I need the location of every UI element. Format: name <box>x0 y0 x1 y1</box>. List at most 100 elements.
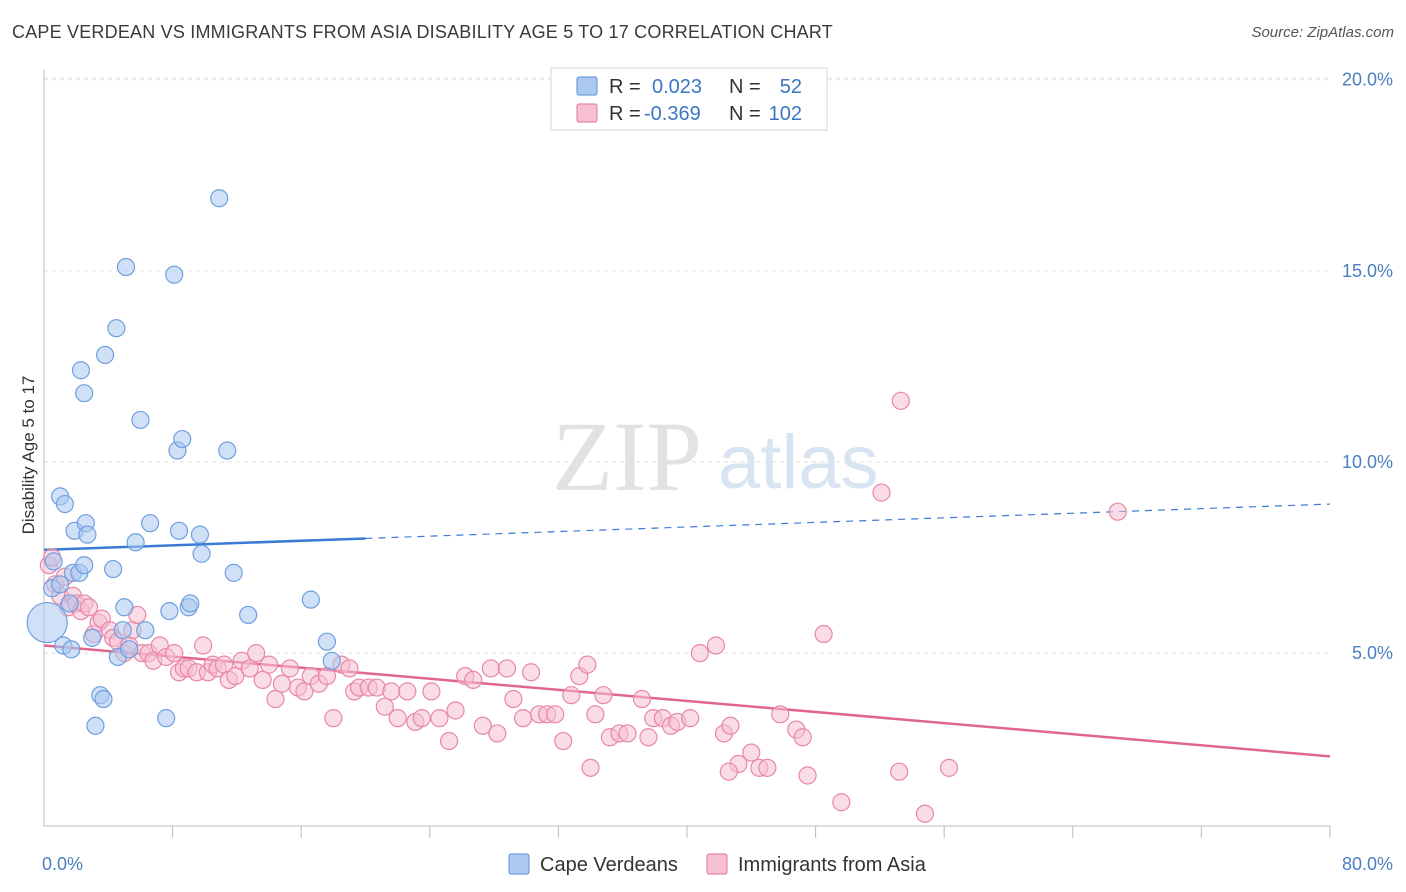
point-immigrants-from-asia <box>513 709 533 728</box>
point-immigrants-from-asia <box>340 659 359 678</box>
y-tick-label: 20.0% <box>1342 70 1393 90</box>
y-axis-label: Disability Age 5 to 17 <box>19 376 38 535</box>
point-cape-verdeans <box>86 716 105 735</box>
watermark: ZIP atlas <box>552 401 879 512</box>
point-cape-verdeans <box>75 556 94 575</box>
point-immigrants-from-asia <box>798 766 817 785</box>
x-tick-label-max: 80.0% <box>1342 854 1393 874</box>
point-immigrants-from-asia <box>890 762 909 781</box>
point-immigrants-from-asia <box>272 674 292 693</box>
point-immigrants-from-asia <box>872 483 891 502</box>
point-cape-verdeans <box>60 594 79 613</box>
point-immigrants-from-asia <box>771 705 790 724</box>
point-cape-verdeans <box>181 594 200 613</box>
watermark-zip: ZIP <box>552 401 702 512</box>
point-immigrants-from-asia <box>240 659 259 678</box>
point-immigrants-from-asia <box>280 659 300 678</box>
source-label: Source: ZipAtlas.com <box>1251 24 1394 41</box>
x-tick-labels: 0.0% 80.0% <box>42 854 1393 874</box>
series-legend-swatch-immigrants-from-asia <box>706 853 728 875</box>
point-immigrants-from-asia <box>721 716 740 735</box>
series-legend-label-cape-verdeans: Cape Verdeans <box>540 854 678 876</box>
point-cape-verdeans <box>190 525 210 544</box>
series-legend-swatch-cape-verdeans <box>508 853 530 875</box>
point-immigrants-from-asia <box>939 758 959 777</box>
correlation-legend: R = 0.023 N = 52 R = -0.369 N = 102 <box>550 67 828 131</box>
point-cape-verdeans <box>165 265 184 284</box>
point-immigrants-from-asia <box>317 666 337 686</box>
point-immigrants-from-asia <box>581 758 600 777</box>
point-immigrants-from-asia <box>832 793 851 812</box>
point-immigrants-from-asia <box>594 686 613 705</box>
point-immigrants-from-asia <box>546 705 565 724</box>
legend-n-value-2: 102 <box>769 103 802 125</box>
point-immigrants-from-asia <box>295 682 314 701</box>
point-immigrants-from-asia <box>422 682 441 701</box>
point-cape-verdeans <box>50 575 70 594</box>
point-cape-verdeans <box>95 345 115 365</box>
trend-line-cape-verdeans <box>43 537 366 552</box>
point-cape-verdeans <box>317 632 337 651</box>
point-cape-verdeans <box>55 494 74 514</box>
point-immigrants-from-asia <box>375 697 394 716</box>
point-cape-verdeans <box>44 552 63 571</box>
point-cape-verdeans <box>140 514 160 533</box>
point-cape-verdeans <box>301 590 320 609</box>
series-legend-label-immigrants-from-asia: Immigrants from Asia <box>738 854 927 876</box>
point-cape-verdeans <box>75 384 94 403</box>
legend-n-label-1: N = <box>729 76 761 98</box>
point-immigrants-from-asia <box>719 762 738 781</box>
legend-r-label-1: R = <box>609 76 641 98</box>
point-immigrants-from-asia <box>398 682 417 701</box>
y-tick-label: 15.0% <box>1342 261 1393 281</box>
point-immigrants-from-asia <box>639 728 658 747</box>
point-immigrants-from-asia <box>915 804 935 823</box>
point-immigrants-from-asia <box>562 686 581 705</box>
point-cape-verdeans <box>104 559 123 579</box>
point-immigrants-from-asia <box>891 391 910 410</box>
point-cape-verdeans <box>173 429 192 449</box>
y-tick-labels: 5.0% 10.0% 15.0% 20.0% <box>1342 70 1393 663</box>
point-cape-verdeans <box>62 640 81 659</box>
legend-n-label-2: N = <box>729 103 761 125</box>
point-cape-verdeans <box>160 601 179 621</box>
point-cape-verdeans <box>218 441 237 460</box>
point-immigrants-from-asia <box>324 709 343 728</box>
point-immigrants-from-asia <box>504 689 523 709</box>
point-immigrants-from-asia <box>165 644 184 663</box>
point-immigrants-from-asia <box>481 659 500 678</box>
x-tick-label-min: 0.0% <box>42 854 83 874</box>
legend-swatch-blue <box>576 76 598 96</box>
point-cape-verdeans <box>71 361 91 380</box>
trend-line-immigrants-from-asia <box>43 644 1331 758</box>
point-immigrants-from-asia <box>618 724 637 743</box>
point-immigrants-from-asia <box>439 731 459 751</box>
point-immigrants-from-asia <box>79 598 99 617</box>
point-immigrants-from-asia <box>266 689 285 709</box>
point-cape-verdeans <box>136 621 155 640</box>
point-immigrants-from-asia <box>521 663 541 682</box>
point-immigrants-from-asia <box>690 644 709 663</box>
point-cape-verdeans <box>322 651 341 670</box>
point-cape-verdeans <box>107 319 126 338</box>
point-immigrants-from-asia <box>758 758 777 777</box>
point-immigrants-from-asia <box>488 724 507 743</box>
point-cape-verdeans <box>120 640 139 659</box>
point-cape-verdeans <box>224 563 243 582</box>
point-immigrants-from-asia <box>464 670 483 690</box>
point-immigrants-from-asia <box>586 705 605 724</box>
point-immigrants-from-asia <box>554 731 573 751</box>
point-immigrants-from-asia <box>632 689 652 709</box>
point-immigrants-from-asia <box>473 716 492 735</box>
point-immigrants-from-asia <box>497 659 517 678</box>
point-immigrants-from-asia <box>814 624 833 644</box>
point-cape-verdeans <box>157 709 176 728</box>
point-immigrants-from-asia <box>194 636 213 655</box>
trend-line-cape-verdeans-extension <box>365 503 1331 540</box>
point-cape-verdeans <box>192 544 211 563</box>
legend-n-value-1: 52 <box>780 76 802 98</box>
point-cape-verdeans <box>116 257 136 277</box>
point-cape-verdeans <box>126 533 145 552</box>
point-immigrants-from-asia <box>412 709 431 728</box>
